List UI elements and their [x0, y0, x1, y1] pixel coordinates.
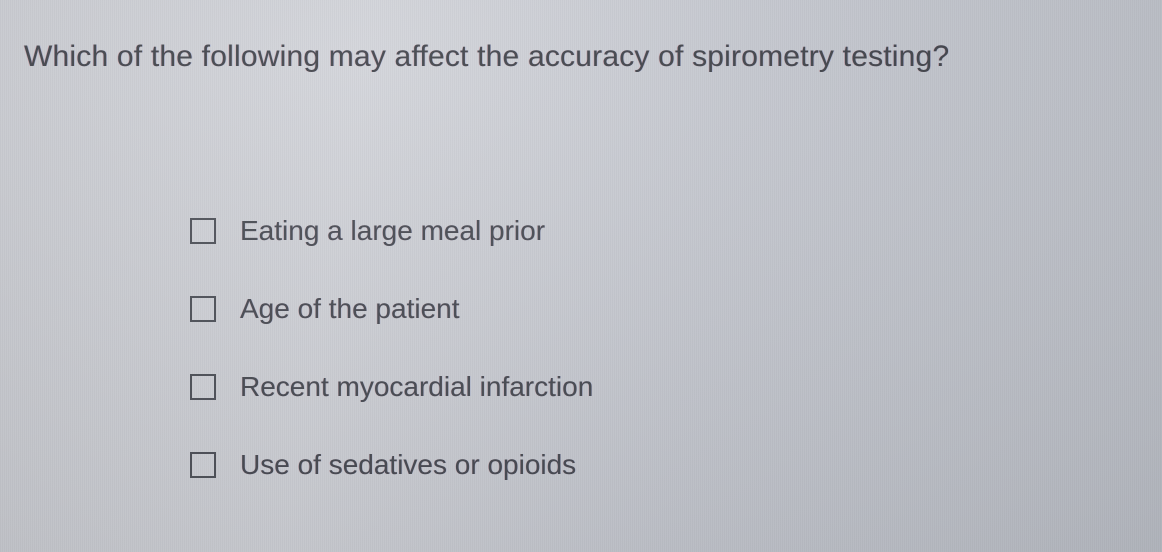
option-row: Eating a large meal prior	[190, 215, 593, 247]
question-text: Which of the following may affect the ac…	[24, 40, 949, 74]
options-group: Eating a large meal prior Age of the pat…	[190, 215, 593, 527]
checkbox-option-1[interactable]	[190, 218, 216, 244]
option-label: Age of the patient	[240, 293, 460, 325]
option-label: Eating a large meal prior	[240, 215, 545, 247]
checkbox-option-2[interactable]	[190, 296, 216, 322]
checkbox-option-4[interactable]	[190, 452, 216, 478]
checkbox-option-3[interactable]	[190, 374, 216, 400]
option-label: Use of sedatives or opioids	[240, 449, 576, 481]
option-label: Recent myocardial infarction	[240, 371, 593, 403]
option-row: Age of the patient	[190, 293, 593, 325]
option-row: Recent myocardial infarction	[190, 371, 593, 403]
option-row: Use of sedatives or opioids	[190, 449, 593, 481]
